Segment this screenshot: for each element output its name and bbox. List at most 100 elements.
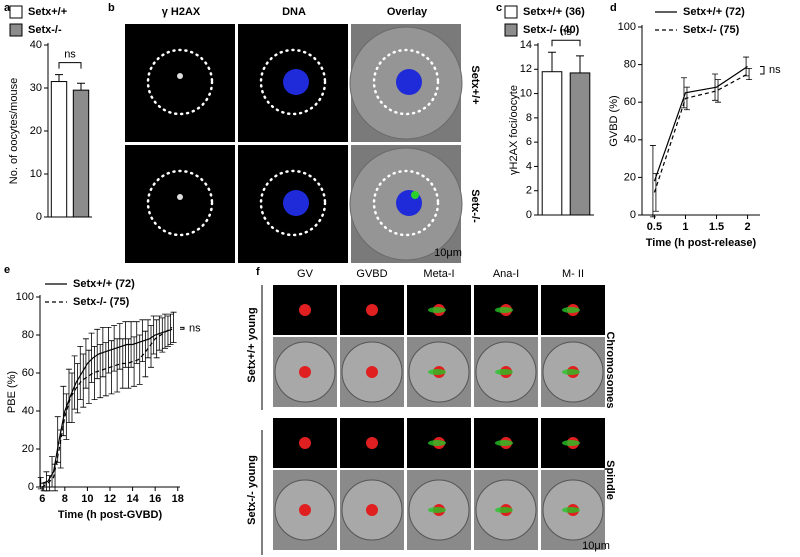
foci bbox=[177, 194, 183, 200]
error-bar bbox=[136, 334, 143, 385]
spindle bbox=[495, 507, 513, 513]
chromosomes bbox=[366, 437, 378, 449]
error-bar bbox=[74, 363, 81, 414]
error-bar bbox=[97, 344, 104, 399]
spindle bbox=[562, 307, 580, 313]
y-tick-label: 20 bbox=[30, 125, 42, 137]
error-bar bbox=[649, 145, 656, 218]
y-tick-label: 100 bbox=[16, 291, 34, 303]
y-tick-label: 0 bbox=[36, 211, 42, 223]
y-tick-label: 8 bbox=[526, 112, 532, 124]
chromosomes bbox=[299, 504, 311, 516]
error-bar bbox=[159, 317, 166, 353]
error-bar bbox=[85, 349, 92, 404]
nucleus-stain bbox=[283, 69, 309, 95]
spindle bbox=[428, 307, 446, 313]
y-tick-label: 100 bbox=[618, 21, 636, 33]
x-tick-label: 1 bbox=[682, 221, 688, 233]
spindle bbox=[562, 369, 580, 375]
significance-label: ns bbox=[189, 322, 201, 334]
row-label: Setx-/- young bbox=[246, 455, 258, 525]
legend-swatch bbox=[9, 5, 23, 19]
column-label: GVBD bbox=[356, 268, 387, 280]
scale-bar-label: 10μm bbox=[582, 540, 610, 552]
spindle bbox=[428, 369, 446, 375]
panel-label: f bbox=[256, 266, 260, 278]
x-tick-label: 0.5 bbox=[647, 221, 662, 233]
error-bar bbox=[153, 319, 160, 359]
spindle bbox=[562, 507, 580, 513]
error-bar bbox=[77, 346, 84, 400]
y-tick-label: 6 bbox=[526, 136, 532, 148]
error-bar bbox=[142, 330, 149, 378]
nuclear-outline bbox=[372, 169, 440, 237]
panel-label: d bbox=[610, 2, 617, 14]
error-bar bbox=[139, 319, 146, 362]
legend-label: Setx-/- (75) bbox=[683, 24, 740, 36]
column-label: γ H2AX bbox=[162, 6, 201, 18]
significance-bracket bbox=[760, 65, 765, 75]
y-axis-title: γH2AX foci/oocyte bbox=[508, 85, 520, 175]
nuclear-outline bbox=[259, 48, 327, 116]
column-label: GV bbox=[297, 268, 314, 280]
error-bar bbox=[91, 346, 98, 400]
error-bar bbox=[133, 321, 140, 364]
legend-swatch bbox=[9, 23, 23, 37]
error-bar bbox=[712, 73, 719, 101]
spindle bbox=[428, 507, 446, 513]
error-bar bbox=[63, 393, 70, 440]
panel-label: e bbox=[4, 264, 10, 276]
foci bbox=[177, 73, 183, 79]
significance-label: ns bbox=[560, 26, 572, 38]
chromosomes bbox=[299, 366, 311, 378]
significance-bracket bbox=[551, 39, 581, 47]
y-tick-label: 4 bbox=[526, 160, 532, 172]
column-label: Overlay bbox=[387, 6, 428, 18]
spindle bbox=[428, 440, 446, 446]
error-bar bbox=[52, 463, 59, 492]
chromosomes bbox=[366, 304, 378, 316]
legend-label: Setx+/+ (72) bbox=[683, 6, 745, 18]
significance-label: ns bbox=[64, 49, 76, 61]
bar bbox=[50, 81, 68, 218]
legend-swatch bbox=[504, 5, 518, 19]
row-label: Setx+/+ bbox=[469, 65, 481, 104]
x-tick-label: 8 bbox=[62, 493, 68, 505]
error-bar bbox=[156, 315, 163, 351]
legend-label: Setx-/- (75) bbox=[73, 296, 130, 308]
column-label: Meta-I bbox=[423, 268, 454, 280]
y-axis-title: PBE (%) bbox=[6, 371, 18, 413]
error-bar bbox=[116, 323, 123, 370]
y-tick-label: 40 bbox=[22, 405, 34, 417]
error-bar bbox=[715, 79, 722, 103]
panel-label: b bbox=[108, 2, 115, 14]
bar bbox=[569, 72, 591, 216]
line bbox=[653, 73, 748, 193]
column-label: DNA bbox=[282, 6, 306, 18]
error-bar bbox=[652, 173, 659, 212]
error-bar bbox=[99, 327, 106, 378]
x-tick-label: 12 bbox=[104, 493, 116, 505]
error-bar bbox=[576, 55, 584, 73]
error-bar bbox=[108, 340, 115, 395]
nuclear-outline bbox=[372, 48, 440, 116]
y-tick-label: 80 bbox=[624, 59, 636, 71]
error-bar bbox=[40, 482, 47, 492]
micrograph bbox=[125, 24, 235, 142]
x-tick-label: 1.5 bbox=[709, 221, 724, 233]
error-bar bbox=[119, 338, 126, 389]
error-bar bbox=[150, 315, 157, 355]
y-tick-label: 60 bbox=[22, 367, 34, 379]
foci-overlay bbox=[411, 191, 419, 199]
chromosomes bbox=[366, 504, 378, 516]
scale-bar-label: 10μm bbox=[434, 247, 462, 259]
error-bar bbox=[167, 313, 174, 345]
nuclear-outline bbox=[146, 48, 214, 116]
bar bbox=[72, 89, 90, 218]
error-bar bbox=[161, 313, 168, 349]
y-tick-label: 40 bbox=[30, 39, 42, 51]
chromosomes bbox=[299, 437, 311, 449]
y-tick-label: 10 bbox=[30, 168, 42, 180]
y-tick-label: 14 bbox=[520, 39, 532, 51]
legend-label: Setx-/- bbox=[28, 24, 62, 36]
